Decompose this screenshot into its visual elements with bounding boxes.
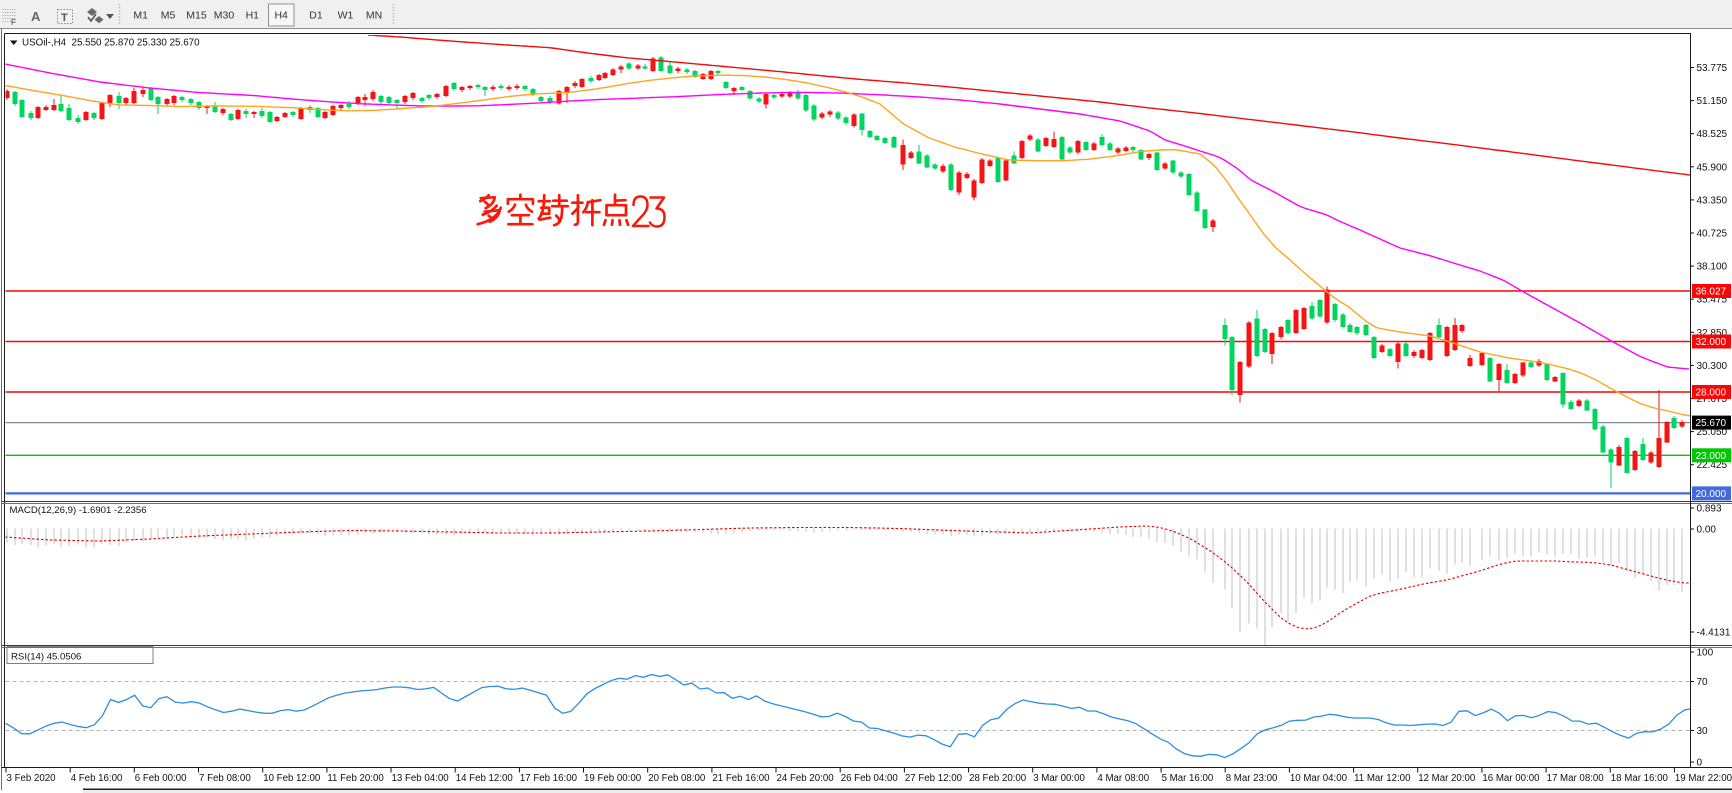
svg-text:-4.4131: -4.4131 — [1697, 628, 1731, 639]
svg-text:16 Mar 00:00: 16 Mar 00:00 — [1482, 773, 1540, 784]
svg-text:27 Feb 12:00: 27 Feb 12:00 — [905, 773, 963, 784]
svg-text:70: 70 — [1697, 677, 1709, 688]
svg-text:5 Mar 16:00: 5 Mar 16:00 — [1162, 773, 1214, 784]
svg-text:53.775: 53.775 — [1697, 63, 1728, 74]
svg-text:19 Feb 00:00: 19 Feb 00:00 — [584, 773, 642, 784]
svg-text:D1: D1 — [309, 10, 323, 22]
svg-text:36.027: 36.027 — [1696, 287, 1727, 298]
svg-text:USOil-,H4 25.550 25.870 25.33: USOil-,H4 25.550 25.870 25.330 25.670 — [22, 38, 200, 49]
svg-text:12 Mar 20:00: 12 Mar 20:00 — [1418, 773, 1476, 784]
svg-text:24 Feb 20:00: 24 Feb 20:00 — [777, 773, 835, 784]
svg-text:30.300: 30.300 — [1697, 361, 1728, 372]
svg-text:21 Feb 16:00: 21 Feb 16:00 — [712, 773, 770, 784]
svg-text:30: 30 — [1697, 726, 1709, 737]
svg-text:19 Mar 22:00: 19 Mar 22:00 — [1675, 773, 1732, 784]
svg-text:22.425: 22.425 — [1697, 460, 1728, 471]
svg-text:4 Feb 16:00: 4 Feb 16:00 — [71, 773, 123, 784]
svg-text:8 Mar 23:00: 8 Mar 23:00 — [1226, 773, 1278, 784]
svg-text:27.675: 27.675 — [1697, 394, 1728, 405]
svg-text:35.475: 35.475 — [1697, 295, 1728, 306]
svg-text:W1: W1 — [338, 10, 354, 22]
svg-text:14 Feb 12:00: 14 Feb 12:00 — [456, 773, 514, 784]
svg-text:A: A — [31, 9, 41, 24]
svg-text:40.725: 40.725 — [1697, 229, 1728, 240]
svg-text:10 Mar 04:00: 10 Mar 04:00 — [1290, 773, 1348, 784]
svg-text:28 Feb 20:00: 28 Feb 20:00 — [969, 773, 1027, 784]
svg-text:11 Mar 12:00: 11 Mar 12:00 — [1354, 773, 1411, 784]
svg-text:25.670: 25.670 — [1696, 418, 1727, 429]
svg-text:3 Feb 2020: 3 Feb 2020 — [7, 773, 57, 784]
svg-text:20 Feb 08:00: 20 Feb 08:00 — [648, 773, 706, 784]
svg-text:23.000: 23.000 — [1696, 451, 1727, 462]
svg-text:10 Feb 12:00: 10 Feb 12:00 — [263, 773, 321, 784]
svg-text:H1: H1 — [246, 10, 260, 22]
svg-text:6 Feb 00:00: 6 Feb 00:00 — [135, 773, 187, 784]
svg-text:17 Feb 16:00: 17 Feb 16:00 — [520, 773, 578, 784]
svg-text:25.050: 25.050 — [1697, 427, 1728, 438]
svg-text:M15: M15 — [186, 10, 207, 22]
svg-text:38.100: 38.100 — [1697, 262, 1728, 273]
svg-text:20.000: 20.000 — [1696, 489, 1727, 500]
svg-text:RSI(14) 45.0506: RSI(14) 45.0506 — [11, 652, 81, 663]
svg-text:45.900: 45.900 — [1697, 162, 1728, 173]
svg-text:0.893: 0.893 — [1697, 504, 1722, 515]
svg-text:0: 0 — [1697, 758, 1703, 769]
svg-text:32.000: 32.000 — [1696, 337, 1727, 348]
svg-text:26 Feb 04:00: 26 Feb 04:00 — [841, 773, 899, 784]
svg-text:51.150: 51.150 — [1697, 96, 1728, 107]
svg-text:17 Mar 08:00: 17 Mar 08:00 — [1547, 773, 1605, 784]
svg-text:48.525: 48.525 — [1697, 129, 1728, 140]
svg-text:3 Mar 00:00: 3 Mar 00:00 — [1033, 773, 1085, 784]
svg-text:MN: MN — [366, 10, 382, 22]
svg-text:28.000: 28.000 — [1696, 388, 1727, 399]
svg-text:M1: M1 — [133, 10, 148, 22]
svg-text:100: 100 — [1697, 648, 1714, 659]
svg-text:T: T — [61, 12, 68, 24]
svg-text:13 Feb 04:00: 13 Feb 04:00 — [392, 773, 450, 784]
svg-text:32.850: 32.850 — [1697, 328, 1728, 339]
svg-text:F: F — [11, 18, 16, 27]
svg-text:H4: H4 — [274, 10, 288, 22]
svg-text:7 Feb 08:00: 7 Feb 08:00 — [199, 773, 251, 784]
svg-text:11 Feb 20:00: 11 Feb 20:00 — [327, 773, 384, 784]
svg-text:MACD(12,26,9) -1.6901 -2.2356: MACD(12,26,9) -1.6901 -2.2356 — [10, 505, 147, 516]
svg-text:0.00: 0.00 — [1697, 525, 1717, 536]
svg-text:M5: M5 — [161, 10, 176, 22]
svg-text:18 Mar 16:00: 18 Mar 16:00 — [1611, 773, 1669, 784]
svg-text:M30: M30 — [214, 10, 235, 22]
svg-text:4 Mar 08:00: 4 Mar 08:00 — [1097, 773, 1149, 784]
svg-text:43.350: 43.350 — [1697, 195, 1728, 206]
